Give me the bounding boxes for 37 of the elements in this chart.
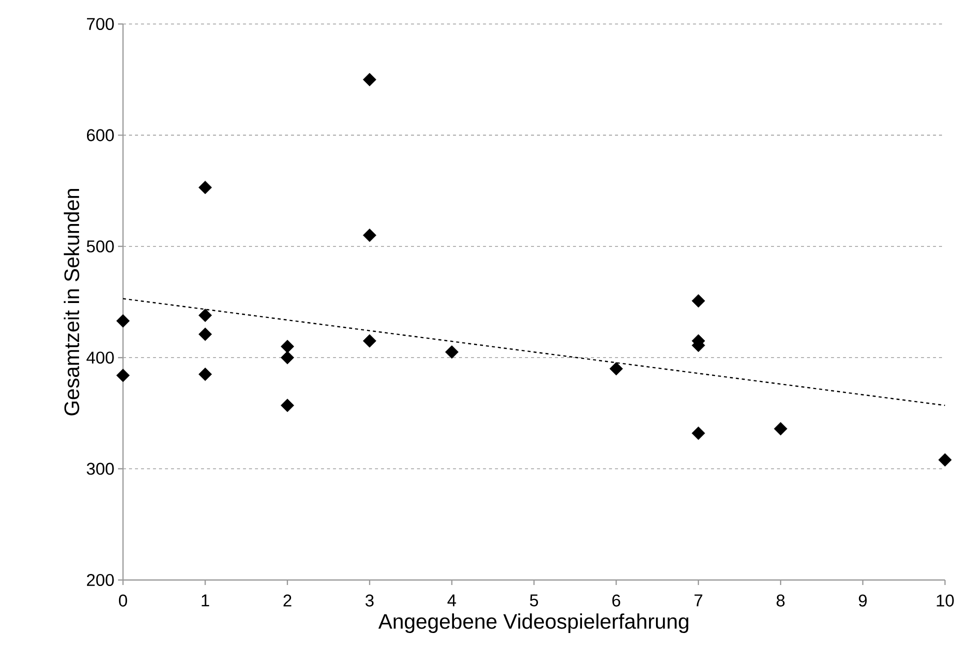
y-tick-label: 400 (86, 352, 114, 364)
point (938, 453, 952, 467)
y-tick-label: 300 (86, 462, 114, 475)
y-tick-label: 600 (86, 129, 114, 142)
point (610, 362, 623, 376)
x-axis-title: Angegebene Videospielerfahrung (378, 613, 688, 633)
x-tick-label: 4 (447, 594, 456, 606)
point (445, 345, 459, 359)
point (362, 72, 376, 86)
x-tick-label: 7 (694, 594, 702, 606)
point (198, 328, 212, 341)
x-tick-label: 0 (118, 594, 128, 607)
x-tick-label: 1 (202, 594, 210, 606)
point (362, 334, 376, 348)
point (198, 368, 212, 381)
point (774, 422, 788, 436)
point (116, 368, 130, 382)
x-tick-label: 2 (284, 594, 292, 606)
y-tick-label: 200 (86, 574, 114, 586)
point (198, 308, 212, 322)
y-axis-title: Gesamtzeit in Sekunden (64, 188, 80, 416)
point (692, 426, 706, 440)
point (280, 340, 294, 354)
x-tick-label: 10 (936, 594, 954, 607)
x-tick-label: 9 (858, 594, 867, 607)
point (198, 180, 212, 194)
point (280, 398, 294, 412)
point (692, 294, 706, 308)
x-tick-label: 3 (366, 594, 374, 607)
point (280, 350, 294, 364)
point (362, 228, 376, 242)
x-tick-label: 6 (612, 594, 620, 607)
point (116, 314, 130, 328)
y-tick-label: 700 (86, 18, 114, 30)
x-tick-label: 8 (776, 594, 785, 607)
y-tick-label: 500 (86, 240, 114, 252)
x-tick-label: 5 (530, 594, 538, 606)
